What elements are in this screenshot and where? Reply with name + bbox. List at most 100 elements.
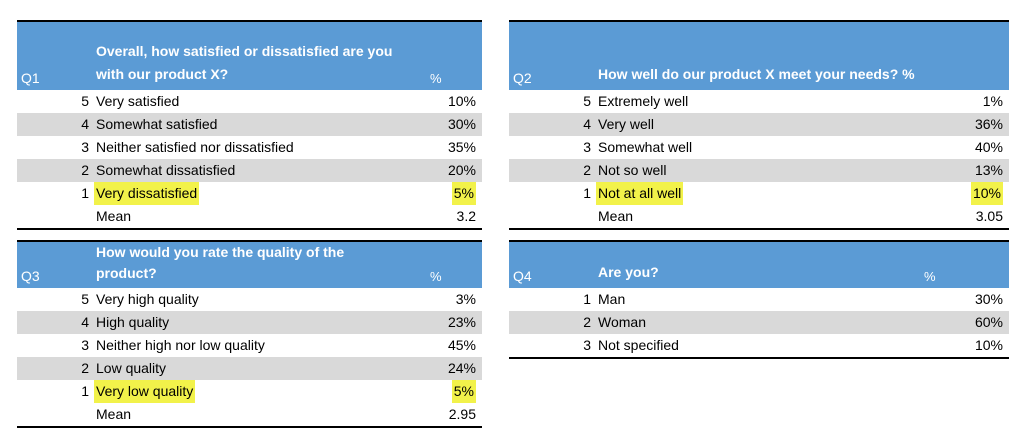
row-label-highlighted: Very dissatisfied: [94, 182, 200, 205]
row-label: High quality: [96, 314, 170, 330]
row-code: 2: [583, 314, 591, 330]
row-value: 10%: [447, 93, 476, 109]
table-row: 1 Not at all well 10%: [509, 182, 1009, 205]
row-code: 4: [81, 314, 89, 330]
q4-table: Q4 Are you? % 1 Man 30% 2 Woman 60% 3 No…: [509, 240, 1009, 359]
q3-question-line2: product?: [96, 265, 157, 281]
table-row: 4 High quality 23%: [17, 311, 482, 334]
mean-row: Mean 2.95: [17, 403, 482, 428]
table-row: 3 Neither satisfied nor dissatisfied 35%: [17, 136, 482, 159]
q3-pct-header: %: [430, 269, 442, 284]
row-label: Extremely well: [598, 93, 689, 109]
table-row: 1 Man 30%: [509, 288, 1009, 311]
mean-row: Mean 3.2: [17, 205, 482, 230]
row-label: Very high quality: [96, 291, 199, 307]
row-value: 13%: [974, 162, 1003, 178]
row-label: Very satisfied: [96, 93, 180, 109]
table-row: 2 Woman 60%: [509, 311, 1009, 334]
row-value: 60%: [974, 314, 1003, 330]
table-row: 5 Very high quality 3%: [17, 288, 482, 311]
row-code: 5: [583, 93, 591, 109]
q3-question-line1: How would you rate the quality of the: [96, 244, 345, 260]
mean-value: 3.2: [456, 208, 476, 224]
q4-header: Q4 Are you? %: [509, 240, 1009, 288]
q1-question-line2: with our product X?: [96, 66, 229, 82]
row-code: 1: [583, 291, 591, 307]
row-value-highlighted: 10%: [970, 182, 1003, 205]
row-value-highlighted: 5%: [451, 182, 476, 205]
row-value: 10%: [974, 337, 1003, 353]
q3-header: Q3 How would you rate the quality of the…: [17, 240, 482, 288]
row-value: 3%: [455, 291, 476, 307]
q1-id: Q1: [21, 70, 40, 86]
table-row: 1 Very low quality 5%: [17, 380, 482, 403]
row-code: 1: [81, 383, 89, 399]
row-code: 4: [81, 116, 89, 132]
q2-table: Q2 How well do our product X meet your n…: [509, 20, 1009, 230]
row-code: 3: [583, 139, 591, 155]
q1-header: Q1 Overall, how satisfied or dissatisfie…: [17, 20, 482, 90]
row-code: 4: [583, 116, 591, 132]
q2-header: Q2 How well do our product X meet your n…: [509, 20, 1009, 90]
q2-question: How well do our product X meet your need…: [598, 66, 915, 82]
row-value-highlighted: 5%: [451, 380, 476, 403]
q1-question-line1: Overall, how satisfied or dissatisfied a…: [96, 43, 393, 59]
q1-table: Q1 Overall, how satisfied or dissatisfie…: [17, 20, 482, 230]
row-value: 45%: [447, 337, 476, 353]
row-label: Neither high nor low quality: [96, 337, 265, 353]
row-label: Very well: [598, 116, 655, 132]
row-label: Somewhat dissatisfied: [96, 162, 236, 178]
q4-pct-header: %: [924, 269, 936, 284]
table-row: 2 Not so well 13%: [509, 159, 1009, 182]
q1-question: Overall, how satisfied or dissatisfied a…: [96, 40, 392, 86]
row-label: Man: [598, 291, 626, 307]
row-label: Low quality: [96, 360, 167, 376]
q1-pct-header: %: [430, 71, 442, 86]
table-row: 3 Somewhat well 40%: [509, 136, 1009, 159]
row-label: Not so well: [598, 162, 667, 178]
row-code: 2: [583, 162, 591, 178]
mean-label: Mean: [96, 406, 132, 422]
table-row-last: 3 Not specified 10%: [509, 334, 1009, 359]
mean-label: Mean: [96, 208, 132, 224]
row-code: 5: [81, 291, 89, 307]
table-row: 5 Extremely well 1%: [509, 90, 1009, 113]
table-row: 2 Low quality 24%: [17, 357, 482, 380]
table-row: 4 Very well 36%: [509, 113, 1009, 136]
row-code: 1: [81, 185, 89, 201]
row-value: 24%: [447, 360, 476, 376]
row-label-highlighted: Not at all well: [596, 182, 684, 205]
q3-question: How would you rate the quality of the pr…: [96, 242, 344, 284]
mean-value: 3.05: [975, 208, 1003, 224]
table-row: 2 Somewhat dissatisfied 20%: [17, 159, 482, 182]
q3-id: Q3: [21, 268, 40, 284]
table-row: 4 Somewhat satisfied 30%: [17, 113, 482, 136]
row-label: Woman: [598, 314, 646, 330]
row-label-highlighted: Very low quality: [94, 380, 196, 403]
mean-row: Mean 3.05: [509, 205, 1009, 230]
row-code: 5: [81, 93, 89, 109]
row-code: 3: [583, 337, 591, 353]
row-label: Somewhat satisfied: [96, 116, 218, 132]
table-row: 3 Neither high nor low quality 45%: [17, 334, 482, 357]
row-label: Not specified: [598, 337, 679, 353]
mean-value: 2.95: [448, 406, 476, 422]
row-value: 30%: [974, 291, 1003, 307]
row-value: 20%: [447, 162, 476, 178]
table-row: 1 Very dissatisfied 5%: [17, 182, 482, 205]
row-value: 23%: [447, 314, 476, 330]
row-label: Somewhat well: [598, 139, 693, 155]
row-code: 3: [81, 139, 89, 155]
row-value: 1%: [982, 93, 1003, 109]
q4-question: Are you?: [598, 264, 659, 280]
table-row: 5 Very satisfied 10%: [17, 90, 482, 113]
row-code: 1: [583, 185, 591, 201]
row-code: 3: [81, 337, 89, 353]
row-code: 2: [81, 360, 89, 376]
row-code: 2: [81, 162, 89, 178]
row-label: Neither satisfied nor dissatisfied: [96, 139, 294, 155]
row-value: 35%: [447, 139, 476, 155]
q3-table: Q3 How would you rate the quality of the…: [17, 240, 482, 428]
row-value: 36%: [974, 116, 1003, 132]
row-value: 40%: [974, 139, 1003, 155]
